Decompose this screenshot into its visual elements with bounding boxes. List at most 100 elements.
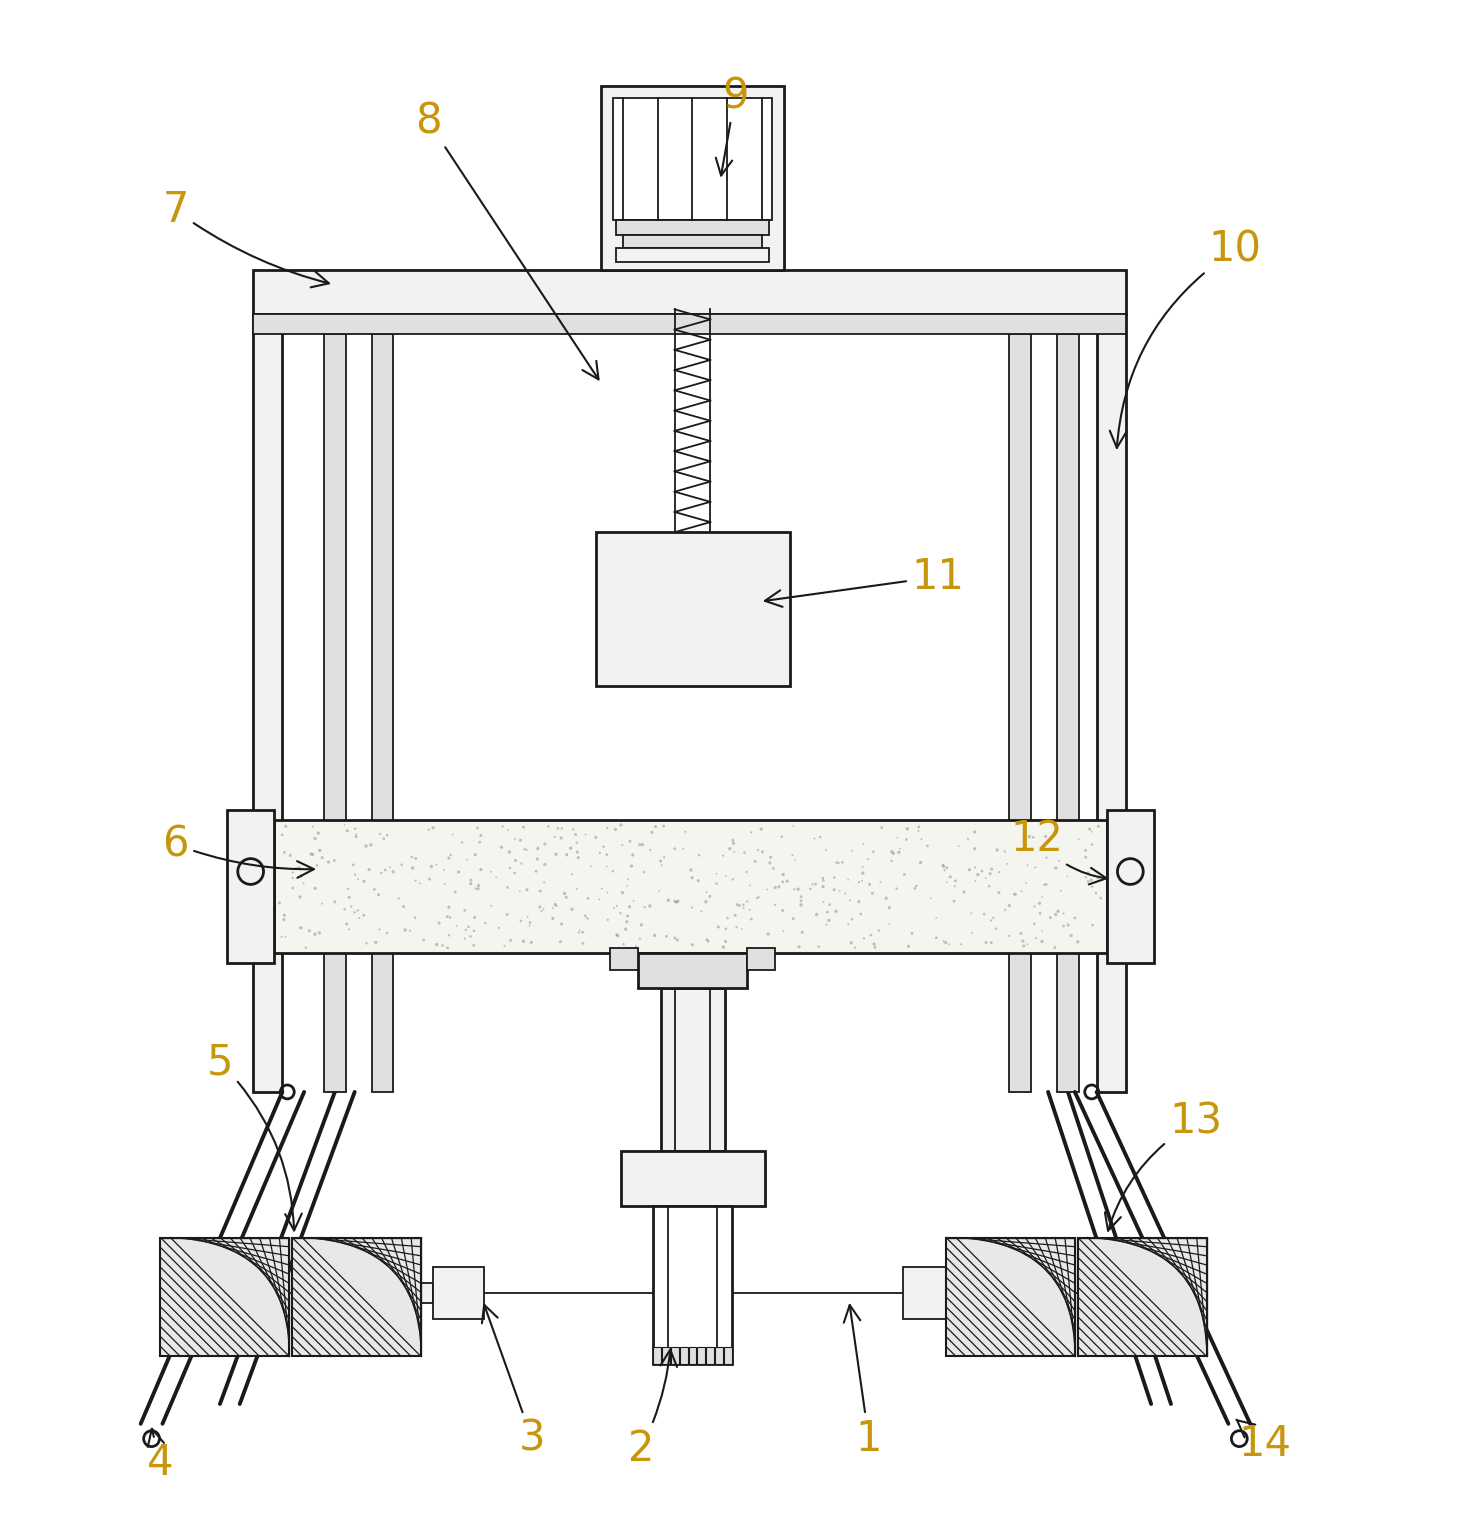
Point (344, 824, 368, 848)
Point (663, 890, 687, 914)
Point (559, 897, 583, 922)
Bar (653, 1347, 662, 1364)
Point (303, 876, 326, 900)
Point (932, 930, 956, 954)
Point (1024, 927, 1048, 951)
Point (1079, 868, 1103, 893)
Point (714, 864, 738, 888)
Point (408, 871, 432, 896)
Text: 3: 3 (482, 1305, 545, 1460)
Point (723, 904, 746, 928)
Point (614, 910, 638, 934)
Point (856, 847, 880, 871)
Point (1030, 930, 1054, 954)
Bar (433, 1267, 484, 1319)
Point (763, 893, 787, 917)
Point (374, 858, 398, 882)
Point (307, 838, 331, 862)
Point (686, 868, 709, 893)
Point (746, 885, 770, 910)
Point (1040, 825, 1064, 850)
Point (367, 882, 390, 907)
Point (963, 868, 987, 893)
Point (804, 902, 828, 927)
Point (307, 920, 331, 945)
Point (324, 890, 347, 914)
Point (656, 888, 680, 913)
Point (877, 896, 901, 920)
Point (512, 815, 536, 839)
Point (462, 919, 485, 943)
Point (605, 922, 629, 946)
Point (874, 885, 898, 910)
Point (892, 862, 916, 887)
Point (1086, 867, 1110, 891)
Point (445, 914, 469, 939)
Point (306, 821, 329, 845)
Point (605, 923, 629, 948)
Point (469, 824, 493, 848)
Point (301, 842, 325, 867)
Point (436, 923, 460, 948)
Point (963, 836, 987, 861)
Point (479, 893, 503, 917)
Point (640, 821, 663, 845)
Point (496, 818, 519, 842)
Point (930, 853, 954, 877)
Point (390, 853, 414, 877)
Point (643, 923, 666, 948)
Point (611, 931, 635, 956)
Point (861, 881, 884, 905)
Point (435, 905, 459, 930)
Point (757, 922, 781, 946)
Point (610, 833, 634, 858)
Point (758, 845, 782, 870)
Point (665, 890, 689, 914)
Point (459, 923, 482, 948)
Text: 5: 5 (206, 1042, 301, 1230)
Point (938, 865, 962, 890)
Point (490, 834, 513, 859)
Point (960, 920, 984, 945)
Point (620, 854, 644, 879)
Point (972, 902, 996, 927)
Point (847, 890, 871, 914)
Point (591, 876, 614, 900)
Point (852, 927, 876, 951)
Point (714, 930, 738, 954)
Point (454, 917, 478, 942)
Point (935, 870, 959, 894)
Point (359, 833, 383, 858)
Point (392, 894, 416, 919)
Point (588, 887, 611, 911)
Point (571, 920, 595, 945)
Point (862, 931, 886, 956)
Point (387, 887, 411, 911)
Point (718, 836, 742, 861)
Point (1043, 856, 1067, 881)
Point (545, 894, 568, 919)
Point (432, 858, 456, 882)
Point (297, 919, 321, 943)
Point (997, 923, 1021, 948)
Point (733, 841, 757, 865)
Point (932, 854, 956, 879)
Text: 2: 2 (628, 1350, 677, 1470)
Point (815, 913, 838, 937)
Point (732, 896, 755, 920)
Point (807, 934, 831, 959)
Point (464, 876, 488, 900)
Point (368, 917, 392, 942)
Point (653, 845, 677, 870)
Point (650, 853, 674, 877)
Point (270, 822, 294, 847)
Point (901, 920, 925, 945)
Point (436, 936, 460, 960)
Bar (680, 1347, 687, 1364)
Point (852, 831, 876, 856)
Point (739, 821, 763, 845)
Point (576, 907, 600, 931)
Point (850, 861, 874, 885)
Point (908, 850, 932, 874)
Point (491, 815, 515, 839)
